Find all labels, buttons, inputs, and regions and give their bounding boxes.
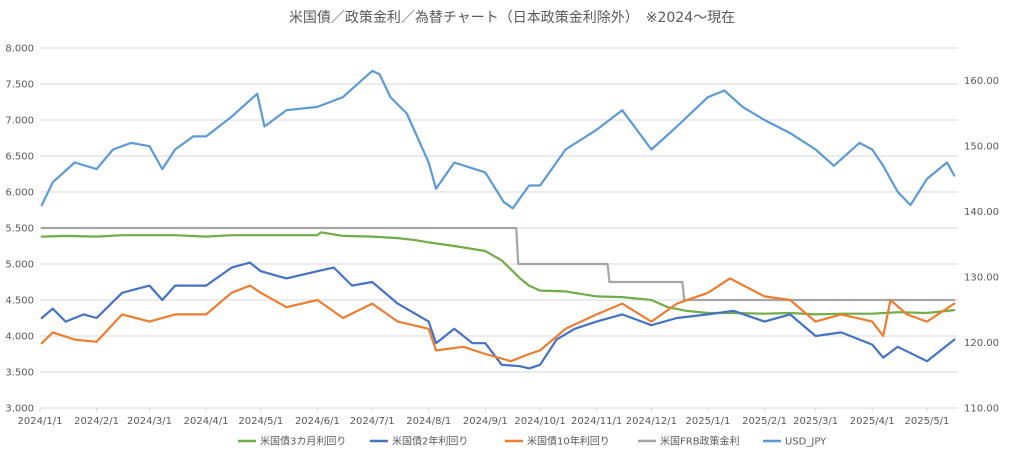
series-line (40, 231, 956, 316)
series-line (40, 277, 956, 363)
series-line (40, 261, 956, 370)
x-tick-label: 2024/6/1 (295, 416, 340, 427)
x-tick-label: 2024/11/1 (571, 416, 622, 427)
series-line (40, 69, 956, 210)
x-tick-label: 2025/5/1 (905, 416, 950, 427)
legend: 米国債3カ月利回り 米国債2年利回り 米国債10年利回り 米国FRB政策金利 USD_J… (238, 435, 827, 448)
left-tick-label: 5.000 (5, 260, 34, 271)
x-tick-label: 2024/7/1 (350, 416, 395, 427)
series-line (40, 226, 956, 302)
right-axis: 110.00 120.00 130.00 140.00 150.00 160.00 (964, 76, 999, 414)
left-tick-label: 6.500 (5, 152, 34, 163)
x-tick-label: 2024/9/1 (463, 416, 508, 427)
x-tick-label: 2024/5/1 (238, 416, 283, 427)
x-tick-label: 2025/4/1 (850, 416, 895, 427)
legend-item-label: USD_JPY (785, 437, 827, 448)
x-tick-label: 2024/4/1 (184, 416, 229, 427)
x-tick-label: 2024/8/1 (406, 416, 451, 427)
right-tick-label: 150.00 (964, 142, 999, 153)
left-tick-label: 5.500 (5, 224, 34, 235)
right-tick-label: 130.00 (964, 273, 999, 284)
legend-item-label: 米国債2年利回り (392, 435, 468, 448)
left-tick-label: 8.000 (5, 44, 34, 55)
x-tick-label: 2025/2/1 (742, 416, 787, 427)
x-tick-label: 2024/12/1 (626, 416, 677, 427)
chart-title: 米国債／政策金利／為替チャート（日本政策金利除外） ※2024～現在 (289, 9, 735, 26)
left-tick-label: 7.000 (5, 116, 34, 127)
right-tick-label: 110.00 (964, 404, 999, 415)
legend-item-label: 米国FRB政策金利 (660, 435, 740, 448)
right-tick-label: 160.00 (964, 76, 999, 87)
left-tick-label: 6.000 (5, 188, 34, 199)
left-tick-label: 3.500 (5, 368, 34, 379)
series-layer (40, 69, 956, 370)
x-tick-label: 2024/1/1 (18, 416, 63, 427)
x-tick-label: 2025/3/1 (793, 416, 838, 427)
right-tick-label: 120.00 (964, 338, 999, 349)
legend-item-label: 米国債10年利回り (527, 435, 610, 448)
legend-item-label: 米国債3カ月利回り (260, 435, 346, 448)
left-tick-label: 4.500 (5, 296, 34, 307)
x-axis: 2024/1/1 2024/2/1 2024/3/1 2024/4/1 2024/5/1… (18, 408, 950, 427)
right-tick-label: 140.00 (964, 207, 999, 218)
x-tick-label: 2024/2/1 (74, 416, 119, 427)
x-tick-label: 2025/1/1 (686, 416, 731, 427)
x-tick-label: 2024/3/1 (127, 416, 172, 427)
left-axis: 3.000 3.500 4.000 4.500 5.000 5.500 6.000 6.500… (5, 44, 34, 415)
x-tick-label: 2024/10/1 (514, 416, 565, 427)
left-tick-label: 7.500 (5, 80, 34, 91)
left-tick-label: 3.000 (5, 404, 34, 415)
left-tick-label: 4.000 (5, 332, 34, 343)
